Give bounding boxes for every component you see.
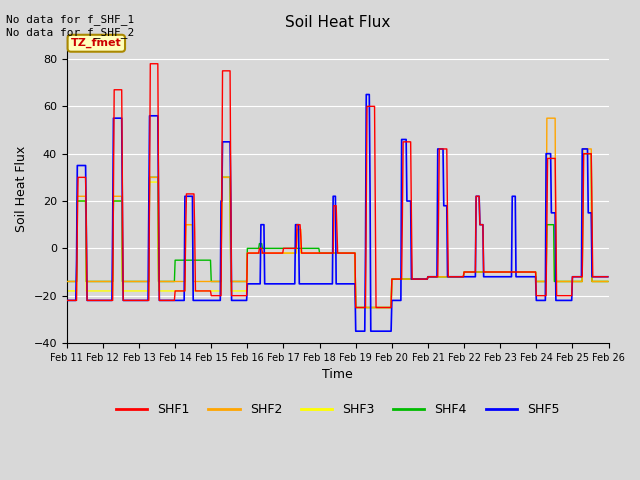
Legend: SHF1, SHF2, SHF3, SHF4, SHF5: SHF1, SHF2, SHF3, SHF4, SHF5 bbox=[111, 398, 564, 421]
X-axis label: Time: Time bbox=[323, 368, 353, 381]
Text: TZ_fmet: TZ_fmet bbox=[71, 38, 122, 48]
Text: No data for f_SHF_1
No data for f_SHF_2: No data for f_SHF_1 No data for f_SHF_2 bbox=[6, 14, 134, 38]
Title: Soil Heat Flux: Soil Heat Flux bbox=[285, 15, 390, 30]
Y-axis label: Soil Heat Flux: Soil Heat Flux bbox=[15, 146, 28, 232]
